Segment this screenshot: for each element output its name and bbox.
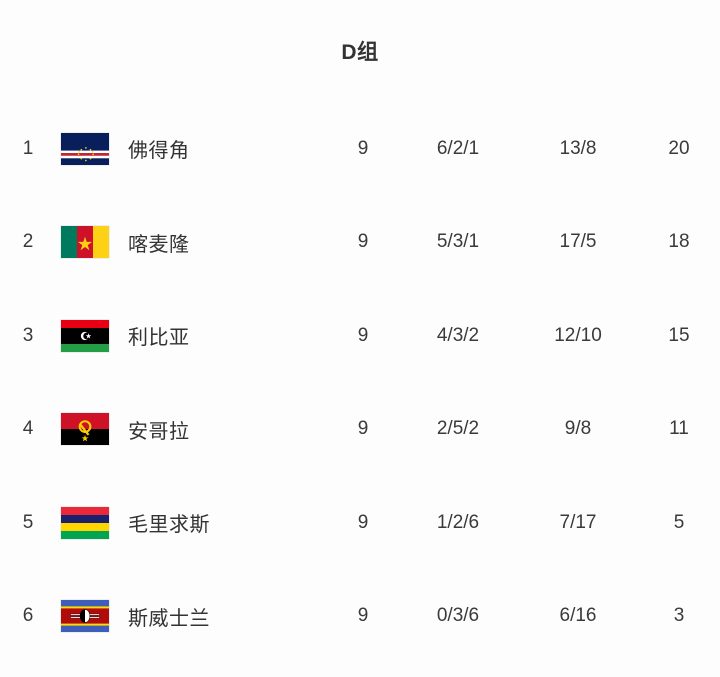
played-cell: 9 — [357, 137, 369, 159]
goals-cell: 7/17 — [559, 511, 597, 533]
win-draw-loss-cell: 2/5/2 — [436, 418, 480, 440]
flag-cell — [56, 132, 114, 165]
points-cell: 5 — [673, 511, 685, 533]
team-name: 安哥拉 — [128, 420, 190, 443]
goals-cell: 12/10 — [554, 324, 602, 346]
played-cell: 9 — [357, 605, 369, 627]
table-row[interactable]: 6 斯威士兰 9 0/3/6 6/16 3 — [0, 570, 720, 664]
table-row[interactable]: 4 安哥拉 9 2/5/2 9/8 11 — [0, 383, 720, 477]
team-name: 毛里求斯 — [128, 514, 210, 537]
flag-cell — [56, 319, 114, 352]
standings-table: 1 — [0, 102, 720, 663]
win-draw-loss-cell: 6/2/1 — [436, 137, 480, 159]
played-cell: 9 — [357, 511, 369, 533]
goals-cell: 17/5 — [559, 231, 597, 253]
table-row[interactable]: 1 — [0, 102, 720, 196]
points-cell: 18 — [668, 231, 690, 253]
cape-verde-flag-icon — [61, 132, 109, 165]
win-draw-loss-cell: 5/3/1 — [436, 231, 480, 253]
goals-cell: 6/16 — [559, 605, 597, 627]
win-draw-loss-cell: 0/3/6 — [436, 605, 480, 627]
libya-flag-icon — [61, 319, 109, 352]
rank-cell: 4 — [22, 418, 34, 440]
cameroon-flag-icon — [61, 226, 109, 259]
page-title: D组 — [341, 41, 379, 64]
points-cell: 3 — [673, 605, 685, 627]
win-draw-loss-cell: 4/3/2 — [436, 324, 480, 346]
table-row[interactable]: 3 利比亚 9 4/3/2 12/10 15 — [0, 289, 720, 383]
points-cell: 15 — [668, 324, 690, 346]
points-cell: 11 — [669, 418, 689, 440]
rank-cell: 2 — [22, 231, 34, 253]
team-name: 斯威士兰 — [128, 607, 210, 630]
flag-cell — [56, 506, 114, 539]
rank-cell: 6 — [22, 605, 34, 627]
table-row[interactable]: 2 喀麦隆 9 5/3/1 17/5 18 — [0, 196, 720, 290]
played-cell: 9 — [357, 231, 369, 253]
angola-flag-icon — [61, 413, 109, 446]
played-cell: 9 — [357, 418, 369, 440]
points-cell: 20 — [668, 137, 690, 159]
team-name: 利比亚 — [128, 327, 190, 350]
team-name: 佛得角 — [128, 140, 190, 163]
flag-cell — [56, 226, 114, 259]
played-cell: 9 — [357, 324, 369, 346]
rank-cell: 5 — [22, 511, 34, 533]
mauritius-flag-icon — [61, 506, 109, 539]
rank-cell: 3 — [22, 324, 34, 346]
rank-cell: 1 — [22, 137, 34, 159]
flag-cell — [56, 413, 114, 446]
win-draw-loss-cell: 1/2/6 — [436, 511, 480, 533]
table-row[interactable]: 5 毛里求斯 9 1/2/6 7/17 5 — [0, 476, 720, 570]
goals-cell: 13/8 — [559, 137, 597, 159]
goals-cell: 9/8 — [564, 418, 592, 440]
team-name: 喀麦隆 — [128, 233, 190, 256]
eswatini-flag-icon — [61, 600, 109, 633]
page-title-bar: D组 — [0, 0, 720, 102]
flag-cell — [56, 600, 114, 633]
